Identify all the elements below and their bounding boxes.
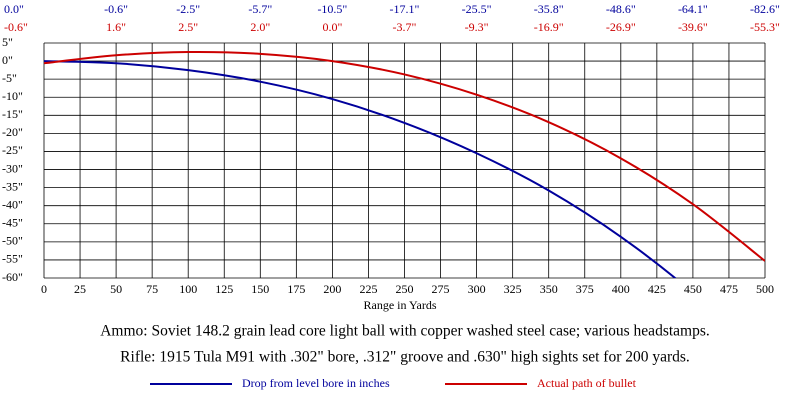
y-tick-label: -40" <box>2 197 23 211</box>
x-tick-label: 275 <box>432 282 450 296</box>
value-label: -26.9" <box>606 20 636 34</box>
value-label: -2.5" <box>176 2 200 16</box>
x-tick-label: 125 <box>215 282 233 296</box>
value-label: -9.3" <box>465 20 489 34</box>
value-label: -16.9" <box>534 20 564 34</box>
y-tick-label: -55" <box>2 252 23 266</box>
x-tick-label: 300 <box>468 282 486 296</box>
value-label: -10.5" <box>317 2 347 16</box>
x-tick-label: 475 <box>720 282 738 296</box>
x-tick-label: 450 <box>684 282 702 296</box>
x-tick-label: 25 <box>74 282 86 296</box>
y-tick-label: 0" <box>2 53 13 67</box>
x-tick-label: 425 <box>648 282 666 296</box>
y-tick-label: 5" <box>2 35 13 49</box>
y-tick-label: -45" <box>2 216 23 230</box>
value-label: 2.0" <box>250 20 270 34</box>
series-line <box>44 60 677 278</box>
x-tick-label: 225 <box>359 282 377 296</box>
x-tick-label: 375 <box>576 282 594 296</box>
series-line <box>44 50 765 262</box>
x-tick-label: 100 <box>179 282 197 296</box>
x-tick-label: 200 <box>323 282 341 296</box>
legend-label: Actual path of bullet <box>537 376 637 390</box>
y-tick-label: -25" <box>2 143 23 157</box>
value-label: -17.1" <box>390 2 420 16</box>
value-label: -39.6" <box>678 20 708 34</box>
y-tick-label: -5" <box>2 71 17 85</box>
y-tick-label: -15" <box>2 107 23 121</box>
x-tick-label: 350 <box>540 282 558 296</box>
caption: Rifle: 1915 Tula M91 with .302" bore, .3… <box>120 349 690 366</box>
value-label: -55.3" <box>750 20 780 34</box>
x-tick-label: 500 <box>756 282 774 296</box>
x-tick-label: 250 <box>396 282 414 296</box>
value-label: -0.6" <box>4 20 28 34</box>
value-label: -82.6" <box>750 2 780 16</box>
value-label: -3.7" <box>393 20 417 34</box>
value-label: -48.6" <box>606 2 636 16</box>
x-tick-label: 325 <box>504 282 522 296</box>
value-label: 2.5" <box>178 20 198 34</box>
y-tick-label: -35" <box>2 179 23 193</box>
y-tick-label: -20" <box>2 125 23 139</box>
y-tick-label: -30" <box>2 161 23 175</box>
x-tick-label: 0 <box>41 282 47 296</box>
value-label: -64.1" <box>678 2 708 16</box>
x-tick-label: 175 <box>287 282 305 296</box>
y-tick-label: -50" <box>2 234 23 248</box>
x-tick-label: 75 <box>146 282 158 296</box>
value-label: -0.6" <box>104 2 128 16</box>
x-tick-label: 400 <box>612 282 630 296</box>
caption: Ammo: Soviet 148.2 grain lead core light… <box>100 323 710 340</box>
x-tick-label: 50 <box>110 282 122 296</box>
value-label: 1.6" <box>106 20 126 34</box>
x-tick-label: 150 <box>251 282 269 296</box>
value-label: -35.8" <box>534 2 564 16</box>
y-tick-label: -60" <box>2 270 23 284</box>
value-label: 0.0" <box>322 20 342 34</box>
y-tick-label: -10" <box>2 89 23 103</box>
value-label: -5.7" <box>248 2 272 16</box>
legend-label: Drop from level bore in inches <box>242 376 390 390</box>
x-axis-label: Range in Yards <box>363 298 436 312</box>
value-label: 0.0" <box>4 2 24 16</box>
value-label: -25.5" <box>462 2 492 16</box>
